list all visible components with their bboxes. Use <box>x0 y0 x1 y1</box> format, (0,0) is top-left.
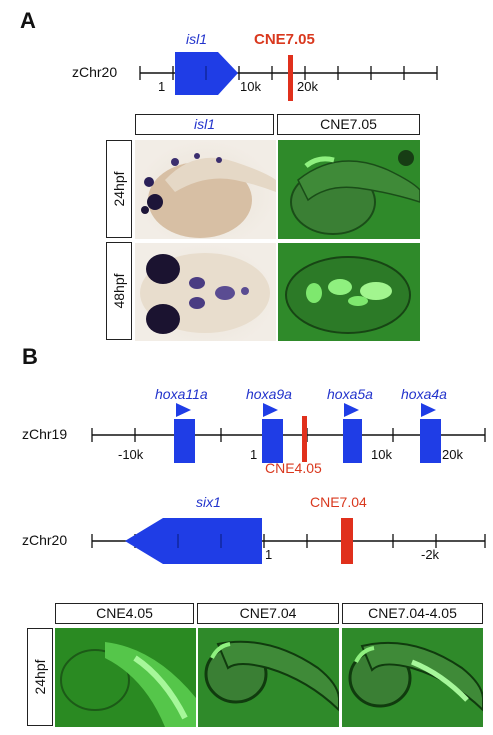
col-header-cne704: CNE7.04 <box>197 603 339 624</box>
six1-gene-label: six1 <box>196 494 221 510</box>
cne705-label: CNE7.05 <box>254 31 315 48</box>
tick-label-a-20k: 20k <box>297 79 318 94</box>
tick-label-b20-1: 1 <box>265 547 273 562</box>
row-header-48hpf-a: 48hpf <box>106 242 132 340</box>
six1-internal-ticks <box>177 534 222 548</box>
cne704-marker <box>341 518 353 564</box>
six1-gene-arrow <box>125 518 262 564</box>
cne704-405-24hpf-image <box>342 628 483 727</box>
tick-label-a-10k: 10k <box>240 79 261 94</box>
tick-label-b19-1: 1 <box>250 447 258 462</box>
hoxa-genes <box>174 403 441 463</box>
cne704-24hpf-image <box>198 628 339 727</box>
tick-label-b19-neg10k: -10k <box>118 447 144 462</box>
col-header-cne704-405: CNE7.04-4.05 <box>342 603 483 624</box>
row-header-24hpf-b: 24hpf <box>27 628 53 726</box>
col-header-cne405: CNE4.05 <box>55 603 194 624</box>
cne405-24hpf-image <box>55 628 196 727</box>
tick-label-a-1: 1 <box>158 79 166 94</box>
hoxa5a-box <box>343 419 362 463</box>
hoxa5a-arrow <box>344 403 359 417</box>
hoxa9a-box <box>262 419 283 463</box>
panel-b-letter: B <box>22 344 38 369</box>
hoxa4a-label: hoxa4a <box>401 386 447 402</box>
tick-label-b19-10k: 10k <box>371 447 392 462</box>
hoxa11a-label: hoxa11a <box>155 386 208 402</box>
col-header-cne705: CNE7.05 <box>277 114 420 135</box>
hoxa4a-box <box>420 419 441 463</box>
hoxa9a-label: hoxa9a <box>246 386 292 402</box>
tick-label-b19-20k: 20k <box>442 447 463 462</box>
cne704-label: CNE7.04 <box>310 494 367 510</box>
hoxa5a-label: hoxa5a <box>327 386 373 402</box>
chr20-label-b: zChr20 <box>22 532 68 548</box>
cne705-24hpf-image <box>278 140 420 239</box>
panel-a-letter: A <box>20 8 36 33</box>
hoxa9a-arrow <box>263 403 278 417</box>
hoxa11a-box <box>174 419 195 463</box>
cne405-label: CNE4.05 <box>265 460 322 476</box>
isl1-24hpf-image <box>135 140 276 239</box>
isl1-48hpf-image <box>135 243 276 341</box>
hoxa4a-arrow <box>421 403 436 417</box>
row-header-24hpf-a: 24hpf <box>106 140 132 238</box>
chr19-label: zChr19 <box>22 426 68 442</box>
col-header-isl1: isl1 <box>135 114 274 135</box>
isl1-gene-label: isl1 <box>186 31 208 47</box>
hoxa11a-arrow <box>176 403 191 417</box>
cne705-marker <box>288 55 293 101</box>
cne705-48hpf-image <box>278 243 420 341</box>
tick-label-b20-neg2k: -2k <box>421 547 440 562</box>
cne405-marker <box>302 416 307 462</box>
chr20-label-a: zChr20 <box>72 64 118 80</box>
